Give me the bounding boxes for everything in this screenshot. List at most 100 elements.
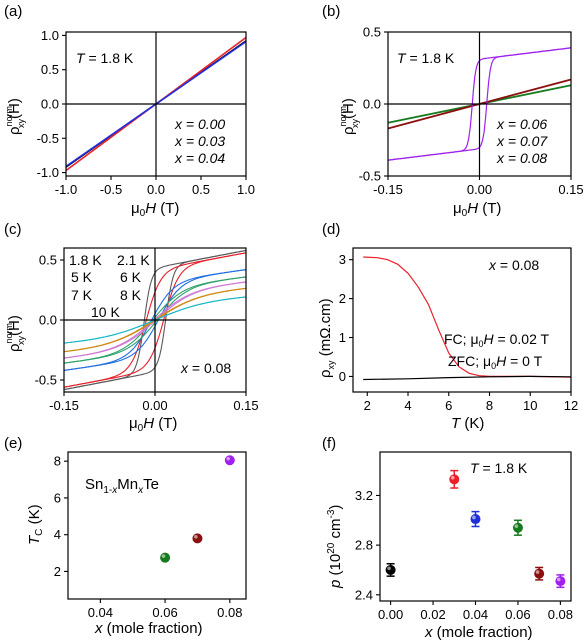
point-highlight-e-2 xyxy=(226,456,231,461)
ytick-label-b: -0.5 xyxy=(359,169,381,184)
point-highlight-f-3 xyxy=(514,524,519,528)
xtick-label-a: -1.0 xyxy=(55,182,77,197)
legend-a-2: x = 0.04 xyxy=(174,150,225,166)
panel-label-c: (c) xyxy=(4,221,22,238)
ytick-label-f: 2.8 xyxy=(355,538,373,553)
xtick-label-d: 6 xyxy=(445,398,452,413)
xtick-label-e: 0.08 xyxy=(217,605,242,620)
ytick-label-e: 6 xyxy=(54,490,61,505)
legend-d-1: ZFC; μ0H = 0 T xyxy=(448,353,543,371)
xtick-label-d: 12 xyxy=(564,398,578,413)
xlabel-d: T (K) xyxy=(451,415,484,432)
annotation-e: Sn1-xMnxTe xyxy=(85,476,159,496)
legend-c-5: 8 K xyxy=(120,287,142,303)
ytick-label-e: 4 xyxy=(54,527,61,542)
panel-a: -1.0 -0.5 0.0 0.5 1.0 -1.0 -0.5 0.0 0.5 1.0 T = 1… xyxy=(4,28,255,219)
xtick-label-a: 0.5 xyxy=(192,182,210,197)
point-highlight-f-4 xyxy=(535,570,540,574)
xlabel-e: x (mole fraction) xyxy=(94,620,203,637)
panel-f: 0.00 0.02 0.04 0.06 0.082.42.83.2 T = 1.8 K … xyxy=(326,451,573,641)
ytick-label-e: 2 xyxy=(54,564,61,579)
ytick-label-b: 0.5 xyxy=(363,25,381,40)
xtick-label-d: 10 xyxy=(523,398,537,413)
xtick-label-b: -0.15 xyxy=(373,182,403,197)
xtick-label-c: 0.00 xyxy=(142,398,167,413)
ytick-label-d: 1 xyxy=(339,330,346,345)
data-point-f-4 xyxy=(534,568,545,579)
xtick-label-b: 0.00 xyxy=(467,182,492,197)
legend-b-0: x = 0.06 xyxy=(496,116,547,132)
xtick-label-f: 0.06 xyxy=(505,607,530,622)
panel-c: -0.15 0.00 0.15-0.50.00.5 1.8 K 2.1 K 5 K … xyxy=(4,247,259,434)
annotation-b: T = 1.8 K xyxy=(397,50,455,66)
legend-a-1: x = 0.03 xyxy=(174,133,225,149)
ylabel-e: TC (K) xyxy=(26,504,45,545)
ytick-label-d: 3 xyxy=(339,252,346,267)
xtick-label-d: 2 xyxy=(364,398,371,413)
ylabel-c: ρnorm xy(H) xyxy=(4,315,26,352)
point-highlight-f-1 xyxy=(450,475,455,480)
xlabel-c: μ0H (T) xyxy=(129,415,177,434)
legend-b-1: x = 0.07 xyxy=(496,133,548,149)
panel-label-f: (f) xyxy=(322,435,336,452)
ytick-label-c: 0.0 xyxy=(39,313,57,328)
ytick-label-f: 3.2 xyxy=(355,488,373,503)
xlabel-b: μ0H (T) xyxy=(453,200,501,219)
data-point-e-2 xyxy=(224,455,235,466)
legend-c-6: 10 K xyxy=(91,304,120,320)
legend-c-3: 6 K xyxy=(120,269,142,285)
point-highlight-f-2 xyxy=(472,515,476,520)
annotation-f: T = 1.8 K xyxy=(470,460,528,476)
ytick-label-e: 8 xyxy=(54,454,61,469)
xtick-label-b: 0.15 xyxy=(558,182,583,197)
xlabel-f: x (mole fraction) xyxy=(424,624,533,641)
annotation-d: x = 0.08 xyxy=(488,257,539,273)
panel-e: 0.04 0.06 0.08 2 4 6 8 Sn1-xMnxTe x (mole frac… xyxy=(26,451,247,637)
xtick-label-f: 0.02 xyxy=(420,607,445,622)
ytick-label-a: -1.0 xyxy=(37,165,59,180)
ytick-label-d: 0 xyxy=(339,369,346,384)
ytick-label-b: 0.0 xyxy=(363,97,381,112)
data-point-f-3 xyxy=(512,522,523,533)
xtick-label-e: 0.06 xyxy=(152,605,177,620)
xtick-label-a: 1.0 xyxy=(237,182,255,197)
xlabel-a: μ0H (T) xyxy=(131,200,179,219)
xtick-label-f: 0.00 xyxy=(378,607,403,622)
panel-label-b: (b) xyxy=(322,3,340,20)
legend-d-0: FC; μ0H = 0.02 T xyxy=(444,331,549,349)
ytick-label-d: 2 xyxy=(339,291,346,306)
annotation-c: x = 0.08 xyxy=(180,360,231,376)
data-point-f-2 xyxy=(470,514,481,525)
ytick-label-c: 0.5 xyxy=(39,253,57,268)
annotation-a: T = 1.8 K xyxy=(76,50,134,66)
xtick-label-f: 0.04 xyxy=(463,607,488,622)
legend-c-1: 2.1 K xyxy=(117,252,150,268)
data-point-f-0 xyxy=(385,564,396,575)
xtick-label-e: 0.04 xyxy=(88,605,113,620)
ytick-label-a: -0.5 xyxy=(37,131,59,146)
ytick-label-c: -0.5 xyxy=(35,373,57,388)
ylabel-b: ρnorm xy(H) xyxy=(338,98,360,135)
legend-b-2: x = 0.08 xyxy=(496,150,547,166)
ytick-label-a: 0.0 xyxy=(41,97,59,112)
xtick-label-f: 0.08 xyxy=(548,607,573,622)
xtick-label-a: 0.0 xyxy=(147,182,165,197)
series-line-d-1 xyxy=(363,375,572,381)
legend-c-2: 5 K xyxy=(71,269,93,285)
ytick-label-a: 1.0 xyxy=(41,28,59,43)
panel-b: -0.15 0.00 0.15 -0.5 0.0 0.5 T = 1.8 K x = 0.… xyxy=(338,25,584,220)
ylabel-d: ρxy (mΩ.cm) xyxy=(317,298,336,378)
ylabel-a: ρnorm xy(H) xyxy=(4,98,26,135)
point-highlight-e-1 xyxy=(194,534,198,539)
data-point-f-1 xyxy=(449,474,460,485)
ytick-label-f: 2.4 xyxy=(355,587,373,602)
legend-a-0: x = 0.00 xyxy=(174,116,225,132)
panel-label-e: (e) xyxy=(4,435,22,452)
xtick-label-a: -0.5 xyxy=(100,182,122,197)
legend-c-0: 1.8 K xyxy=(69,252,102,268)
ylabel-f: p (1020 cm-3) xyxy=(326,505,344,589)
legend-c-4: 7 K xyxy=(71,287,93,303)
data-point-e-1 xyxy=(192,533,203,544)
xtick-label-c: -0.15 xyxy=(49,398,79,413)
